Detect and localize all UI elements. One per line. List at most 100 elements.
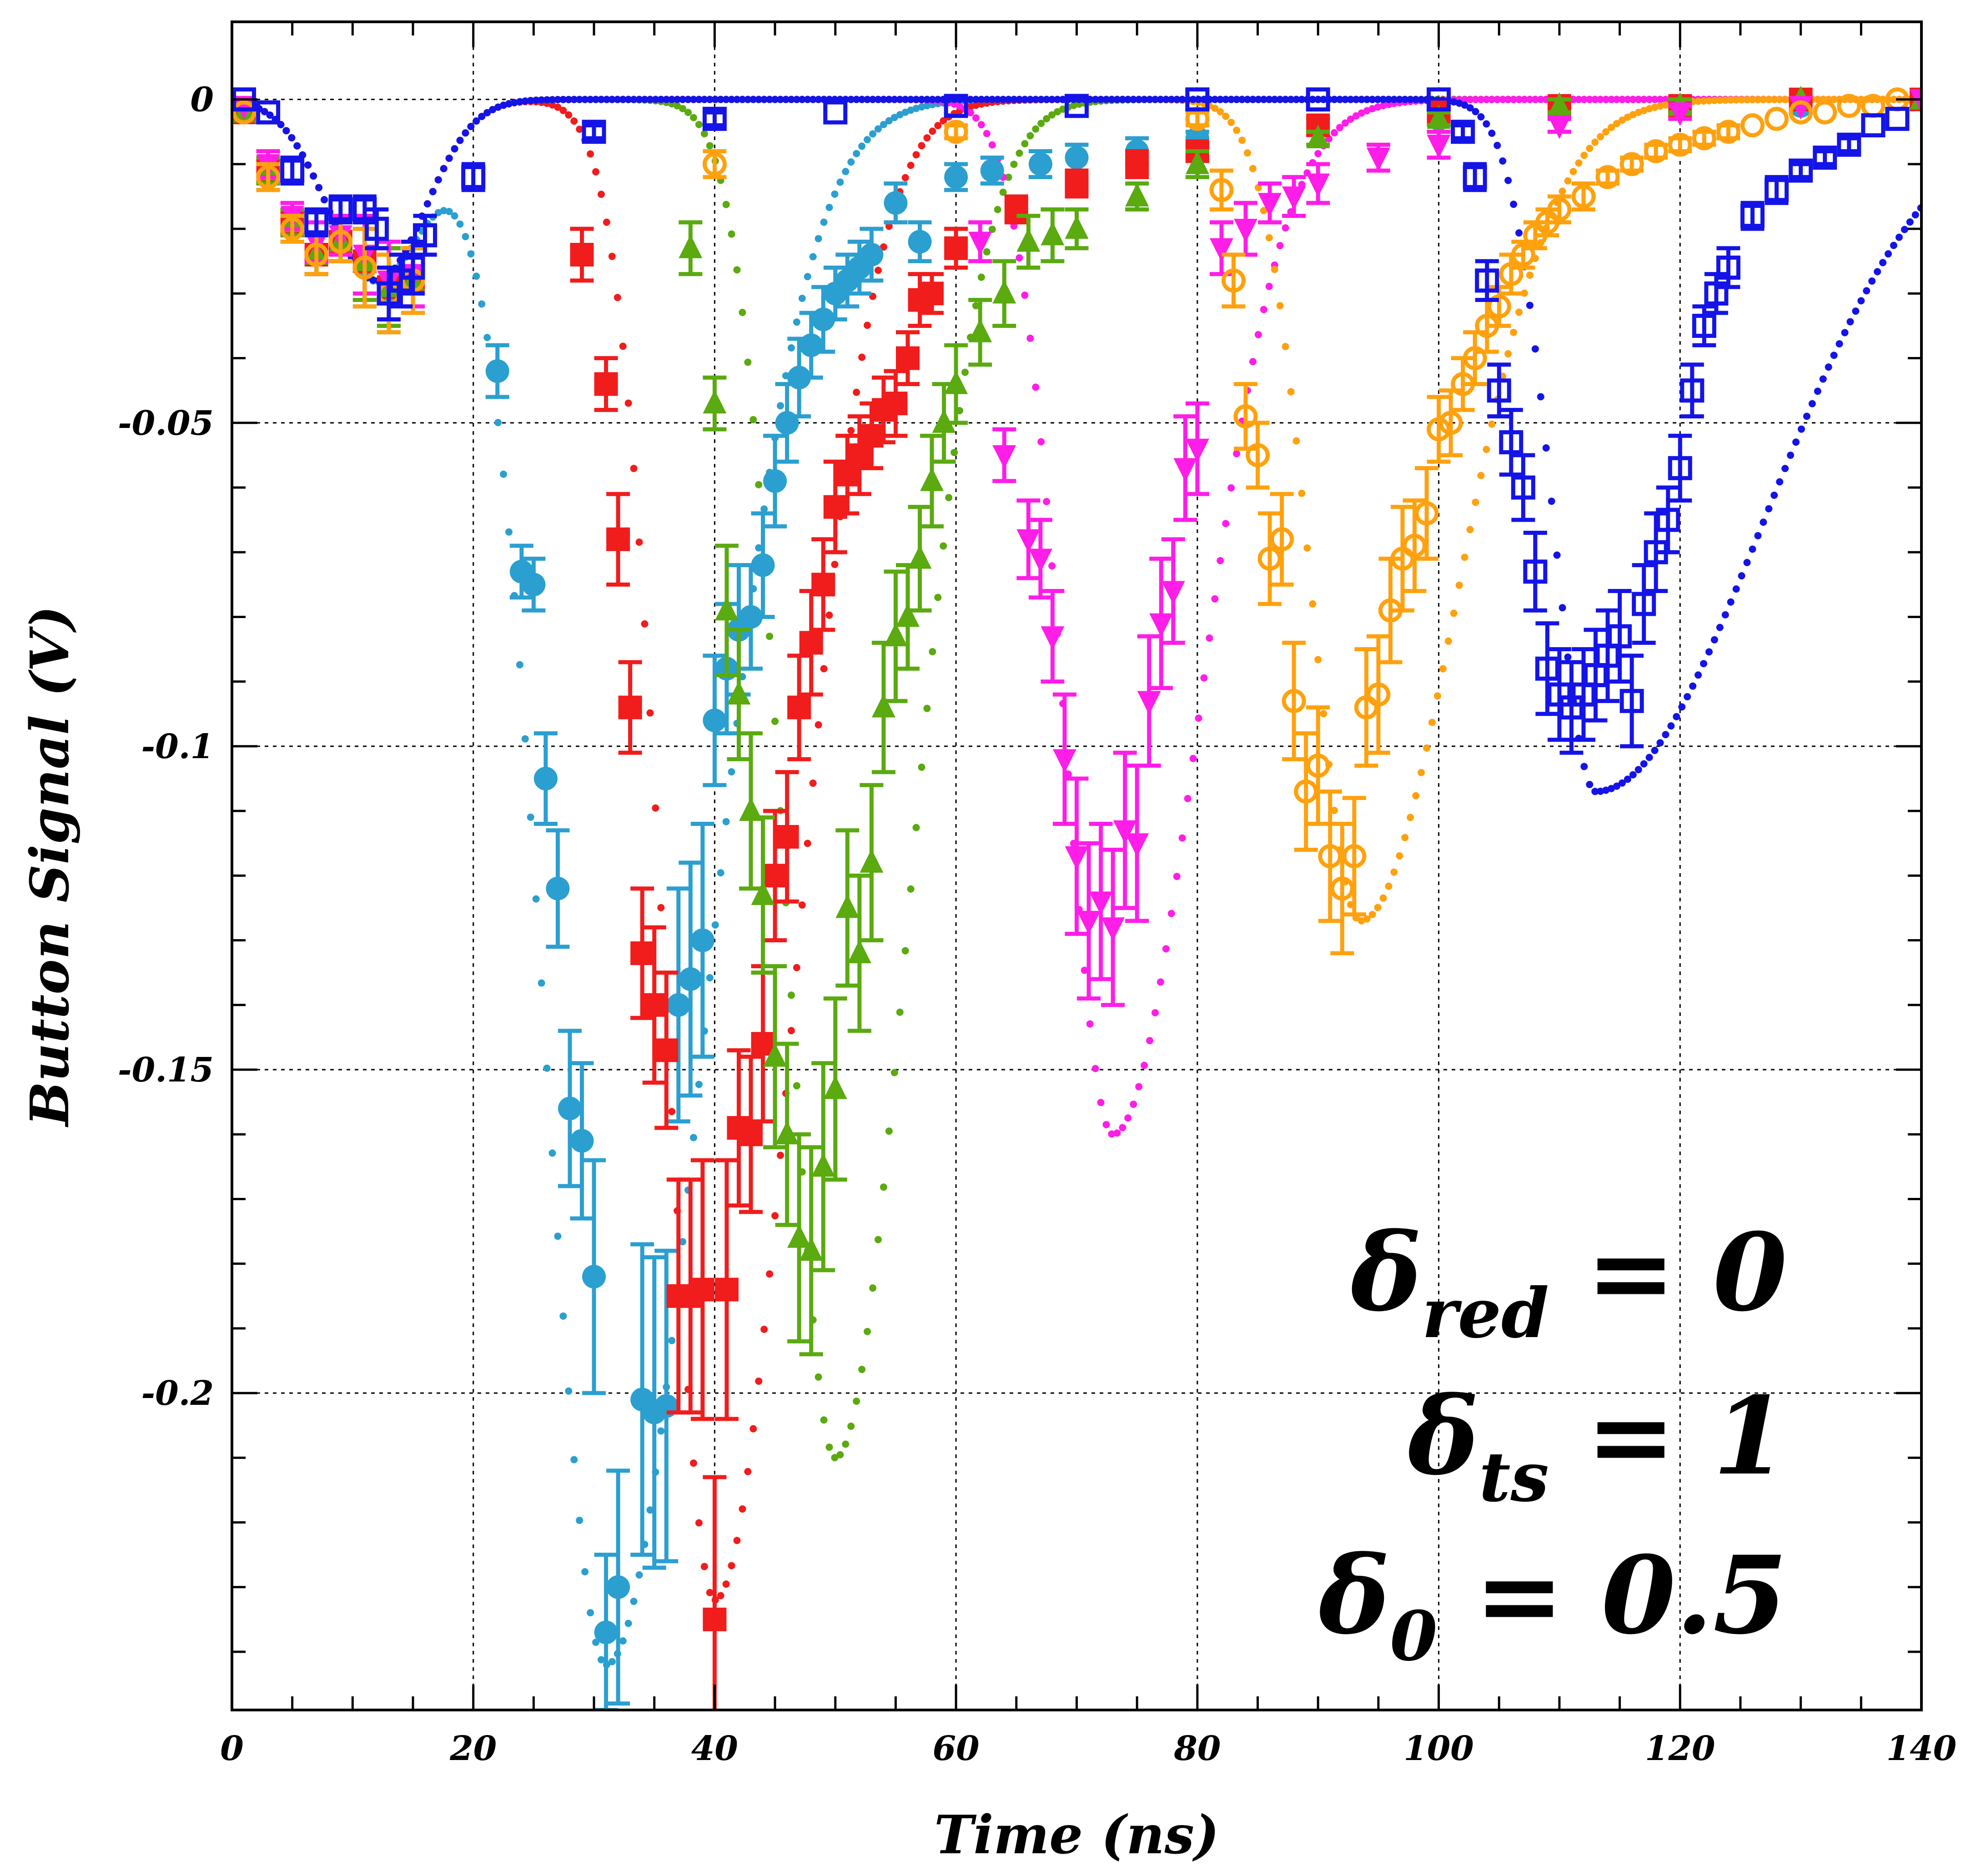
fit-point <box>1537 96 1544 103</box>
fit-point <box>282 127 290 135</box>
fit-point <box>858 353 866 361</box>
data-point <box>1716 120 1740 144</box>
fit-point <box>679 105 687 112</box>
annotation-value: = 1 <box>1549 1373 1787 1499</box>
fit-point <box>1189 754 1197 762</box>
data-point <box>811 1153 835 1177</box>
data-point <box>630 941 654 965</box>
fit-point <box>1700 97 1708 105</box>
fit-point <box>1385 96 1393 103</box>
fit-point <box>1586 96 1594 103</box>
fit-point <box>1037 438 1045 446</box>
fit-point <box>1553 551 1561 559</box>
fit-point <box>592 96 600 103</box>
fit-point <box>657 1427 665 1435</box>
fit-point <box>521 735 529 743</box>
fit-point <box>467 250 475 258</box>
fit-point <box>1254 184 1262 191</box>
data-point <box>1740 113 1765 138</box>
fit-point <box>1287 388 1295 396</box>
fit-point <box>1233 126 1241 134</box>
fit-point <box>1613 96 1620 103</box>
data-point <box>606 527 630 551</box>
fit-point <box>809 96 817 103</box>
fit-point <box>787 991 795 999</box>
fit-point <box>1781 96 1789 103</box>
data-point <box>1789 158 1813 183</box>
data-point <box>413 223 437 247</box>
data-point <box>352 255 377 280</box>
data-point <box>304 210 329 235</box>
fit-point <box>695 121 703 128</box>
data-point <box>739 605 763 629</box>
fit-point <box>1754 96 1762 104</box>
fit-point <box>1195 714 1202 722</box>
fit-point <box>538 979 545 987</box>
fit-point <box>668 1108 676 1116</box>
fit-point <box>532 895 540 903</box>
data-point <box>1837 132 1861 157</box>
data-point <box>1294 779 1318 804</box>
fit-point <box>744 358 752 366</box>
fit-point <box>766 1270 774 1278</box>
data-point <box>1463 346 1487 371</box>
fit-point <box>1211 96 1219 103</box>
annotation-subscript: red <box>1422 1273 1549 1353</box>
fit-point <box>1738 96 1745 104</box>
data-point <box>256 165 281 189</box>
fit-point <box>587 1609 594 1617</box>
fit-point <box>1254 331 1262 338</box>
fit-point <box>1217 108 1224 116</box>
data-point <box>401 255 425 280</box>
fit-point <box>896 96 904 103</box>
fit-point <box>885 1127 893 1135</box>
fit-point <box>1331 129 1338 136</box>
fit-point <box>689 96 697 103</box>
fit-point <box>429 188 437 196</box>
fit-point <box>1124 96 1132 103</box>
fit-point <box>1173 96 1181 103</box>
fit-point <box>619 342 627 350</box>
fit-point <box>983 96 991 103</box>
data-point <box>920 282 944 306</box>
fit-point <box>1765 505 1773 513</box>
fit-point <box>972 114 980 122</box>
fit-point <box>608 96 616 103</box>
fit-point <box>1227 119 1235 126</box>
fit-point <box>793 1082 800 1090</box>
fit-point <box>1026 96 1034 103</box>
fit-point <box>500 470 508 478</box>
fit-point <box>907 161 915 169</box>
fit-point <box>619 96 627 103</box>
fit-point <box>728 1562 735 1569</box>
fit-point <box>1634 96 1642 103</box>
fit-point <box>1624 113 1631 121</box>
fit-point <box>1368 910 1376 918</box>
fit-point <box>494 419 502 427</box>
data-point <box>944 120 968 144</box>
data-point <box>280 216 305 241</box>
fit-point <box>1618 96 1626 103</box>
fit-point <box>462 233 469 241</box>
fit-point <box>1716 624 1724 631</box>
fit-point <box>858 142 866 150</box>
data-point <box>1125 183 1149 206</box>
data-point <box>666 993 690 1017</box>
fit-point <box>1141 96 1148 103</box>
data-point <box>1234 219 1257 243</box>
fit-point <box>1890 241 1897 249</box>
fit-point <box>1634 766 1642 774</box>
data-point <box>944 370 968 394</box>
data-point <box>787 1224 811 1248</box>
fit-point <box>630 1598 638 1605</box>
data-point <box>739 1122 763 1147</box>
fit-point <box>1043 115 1051 123</box>
fit-point <box>977 96 985 103</box>
fit-point <box>1613 782 1620 790</box>
fit-point <box>1374 904 1382 911</box>
data-point <box>811 307 835 332</box>
data-point <box>594 372 618 396</box>
fit-point <box>940 542 947 550</box>
data-point <box>1885 106 1910 131</box>
